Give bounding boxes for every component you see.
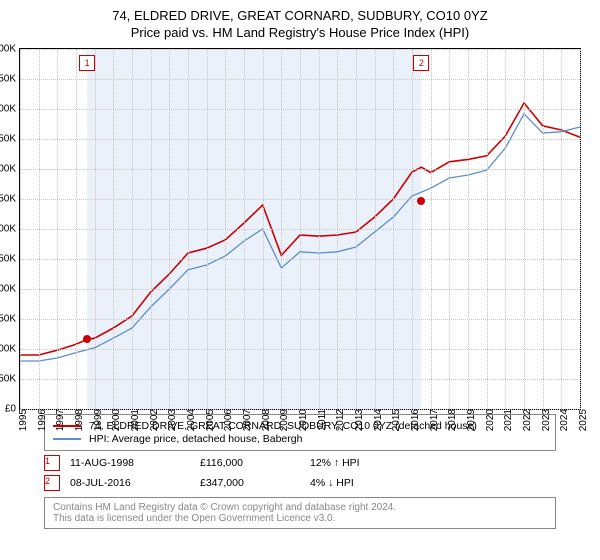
- x-axis-tick-label: 2013: [354, 409, 365, 431]
- x-axis-tick-label: 1999: [93, 409, 104, 431]
- x-axis-tick-label: 2010: [298, 409, 309, 431]
- x-axis-tick-label: 2006: [223, 409, 234, 431]
- transaction-price: £116,000: [200, 457, 310, 469]
- footer-attribution: Contains HM Land Registry data © Crown c…: [44, 497, 556, 529]
- x-axis-tick-label: 2003: [167, 409, 178, 431]
- x-axis-tick-label: 2016: [410, 409, 421, 431]
- x-axis-tick-label: 1995: [18, 409, 29, 431]
- y-axis-tick-label: £150K: [0, 313, 16, 324]
- legend-row-hpi: HPI: Average price, detached house, Babe…: [53, 433, 547, 445]
- footer-line-1: Contains HM Land Registry data © Crown c…: [53, 502, 547, 513]
- transaction-row: 1 11-AUG-1998£116,00012% ↑ HPI: [44, 455, 590, 471]
- transaction-row: 2 08-JUL-2016£347,0004% ↓ HPI: [44, 475, 590, 491]
- x-axis-tick-label: 2011: [317, 409, 328, 431]
- y-axis-tick-label: £400K: [0, 163, 16, 174]
- x-axis-tick-label: 1998: [74, 409, 85, 431]
- transaction-date: 11-AUG-1998: [70, 457, 200, 469]
- chart-title: 74, ELDRED DRIVE, GREAT CORNARD, SUDBURY…: [10, 8, 590, 42]
- x-axis-tick-label: 2008: [261, 409, 272, 431]
- y-axis-tick-label: £550K: [0, 73, 16, 84]
- transaction-marker: 1: [44, 455, 60, 471]
- x-axis-tick-label: 2024: [559, 409, 570, 431]
- transaction-point: [417, 197, 425, 205]
- x-axis-tick-label: 2021: [503, 409, 514, 431]
- x-axis-tick-label: 2005: [205, 409, 216, 431]
- x-axis-tick-label: 2002: [149, 409, 160, 431]
- y-axis-tick-label: £0: [5, 403, 16, 414]
- x-axis-tick-label: 2014: [373, 409, 384, 431]
- x-axis-tick-label: 2022: [522, 409, 533, 431]
- title-line-2: Price paid vs. HM Land Registry's House …: [10, 25, 590, 42]
- price-chart: £0£50K£100K£150K£200K£250K£300K£350K£400…: [19, 48, 581, 410]
- transaction-marker: 1: [79, 55, 95, 71]
- x-axis-tick-label: 1996: [37, 409, 48, 431]
- transaction-delta: 12% ↑ HPI: [310, 457, 360, 469]
- y-axis-tick-label: £300K: [0, 223, 16, 234]
- x-axis-tick-label: 2019: [466, 409, 477, 431]
- y-axis-tick-label: £450K: [0, 133, 16, 144]
- legend-label: HPI: Average price, detached house, Babe…: [89, 433, 302, 445]
- x-axis-tick-label: 2007: [242, 409, 253, 431]
- transaction-delta: 4% ↓ HPI: [310, 477, 354, 489]
- x-axis-tick-label: 2001: [130, 409, 141, 431]
- x-axis-tick-label: 1997: [55, 409, 66, 431]
- x-axis-tick-label: 2018: [447, 409, 458, 431]
- x-axis-tick-label: 2009: [279, 409, 290, 431]
- y-axis-tick-label: £200K: [0, 283, 16, 294]
- y-axis-tick-label: £50K: [0, 373, 16, 384]
- transaction-marker: 2: [44, 475, 60, 491]
- transaction-price: £347,000: [200, 477, 310, 489]
- transaction-marker: 2: [413, 55, 429, 71]
- x-axis-tick-label: 2017: [429, 409, 440, 431]
- y-axis-tick-label: £600K: [0, 43, 16, 54]
- x-axis-tick-label: 2012: [335, 409, 346, 431]
- transaction-point: [83, 335, 91, 343]
- transaction-date: 08-JUL-2016: [70, 477, 200, 489]
- x-axis-tick-label: 2004: [186, 409, 197, 431]
- title-line-1: 74, ELDRED DRIVE, GREAT CORNARD, SUDBURY…: [10, 8, 590, 25]
- y-axis-tick-label: £500K: [0, 103, 16, 114]
- x-axis-tick-label: 2023: [541, 409, 552, 431]
- y-axis-tick-label: £100K: [0, 343, 16, 354]
- footer-line-2: This data is licensed under the Open Gov…: [53, 513, 547, 524]
- legend-swatch: [53, 438, 81, 440]
- x-axis-tick-label: 2025: [578, 409, 589, 431]
- y-axis-tick-label: £350K: [0, 193, 16, 204]
- y-axis-tick-label: £250K: [0, 253, 16, 264]
- x-axis-tick-label: 2020: [485, 409, 496, 431]
- x-axis-tick-label: 2000: [111, 409, 122, 431]
- x-axis-tick-label: 2015: [391, 409, 402, 431]
